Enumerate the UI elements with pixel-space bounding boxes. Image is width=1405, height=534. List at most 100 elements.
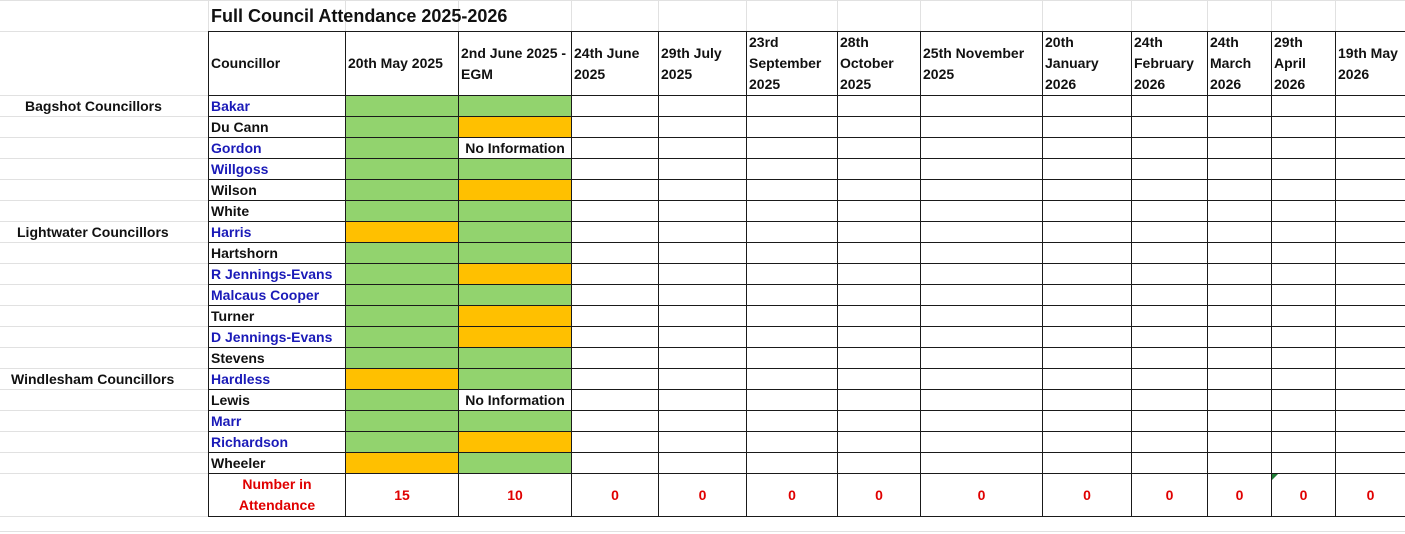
attendance-cell[interactable] xyxy=(1042,305,1132,327)
attendance-cell[interactable] xyxy=(458,200,572,222)
attendance-cell[interactable] xyxy=(1042,452,1132,474)
attendance-cell[interactable] xyxy=(1042,389,1132,411)
attendance-cell[interactable] xyxy=(837,95,921,117)
attendance-cell[interactable] xyxy=(571,137,659,159)
attendance-cell[interactable] xyxy=(920,431,1043,453)
attendance-cell[interactable] xyxy=(658,137,747,159)
attendance-cell[interactable] xyxy=(1271,452,1336,474)
attendance-cell[interactable] xyxy=(837,389,921,411)
attendance-cell[interactable] xyxy=(345,368,459,390)
attendance-cell[interactable] xyxy=(345,452,459,474)
attendance-cell[interactable] xyxy=(1131,305,1208,327)
attendance-cell[interactable] xyxy=(1042,221,1132,243)
attendance-total-7[interactable]: 0 xyxy=(920,473,1043,517)
attendance-cell[interactable] xyxy=(571,284,659,306)
attendance-cell[interactable] xyxy=(571,431,659,453)
attendance-cell[interactable] xyxy=(1271,158,1336,180)
attendance-cell[interactable] xyxy=(837,305,921,327)
attendance-cell[interactable] xyxy=(920,452,1043,474)
header-date-5[interactable]: 23rd September 2025 xyxy=(746,31,838,96)
attendance-cell[interactable] xyxy=(658,158,747,180)
attendance-cell[interactable] xyxy=(1271,326,1336,348)
councillor-name-cell[interactable]: Wheeler xyxy=(208,452,346,474)
attendance-cell[interactable] xyxy=(345,326,459,348)
attendance-cell[interactable] xyxy=(658,431,747,453)
attendance-cell[interactable] xyxy=(1271,95,1336,117)
header-date-4[interactable]: 29th July 2025 xyxy=(658,31,747,96)
attendance-cell[interactable] xyxy=(571,116,659,138)
attendance-cell[interactable] xyxy=(1271,221,1336,243)
attendance-cell[interactable] xyxy=(1207,158,1272,180)
attendance-cell[interactable] xyxy=(458,305,572,327)
attendance-cell[interactable] xyxy=(1042,158,1132,180)
councillor-name-cell[interactable]: Lewis xyxy=(208,389,346,411)
attendance-cell[interactable] xyxy=(920,389,1043,411)
group-label-bagshot[interactable]: Bagshot Councillors xyxy=(25,98,162,114)
attendance-cell[interactable] xyxy=(1207,389,1272,411)
attendance-cell[interactable] xyxy=(920,305,1043,327)
attendance-cell[interactable] xyxy=(1271,305,1336,327)
group-label-lightwater[interactable]: Lightwater Councillors xyxy=(17,224,169,240)
attendance-cell[interactable] xyxy=(1042,347,1132,369)
attendance-cell[interactable] xyxy=(1271,116,1336,138)
attendance-cell[interactable] xyxy=(1335,158,1405,180)
attendance-cell[interactable] xyxy=(837,242,921,264)
attendance-cell[interactable] xyxy=(458,431,572,453)
attendance-cell[interactable] xyxy=(1042,284,1132,306)
attendance-cell[interactable] xyxy=(1131,284,1208,306)
header-councillor[interactable]: Councillor xyxy=(208,31,346,96)
councillor-name-cell[interactable]: Wilson xyxy=(208,179,346,201)
attendance-cell[interactable] xyxy=(571,347,659,369)
attendance-cell[interactable] xyxy=(920,200,1043,222)
attendance-cell[interactable] xyxy=(1335,200,1405,222)
attendance-cell[interactable] xyxy=(746,263,838,285)
attendance-cell[interactable] xyxy=(1207,263,1272,285)
councillor-name-cell[interactable]: Hardless xyxy=(208,368,346,390)
attendance-cell[interactable] xyxy=(920,158,1043,180)
attendance-cell[interactable] xyxy=(1131,116,1208,138)
attendance-cell[interactable] xyxy=(920,95,1043,117)
attendance-cell[interactable] xyxy=(1335,326,1405,348)
attendance-cell[interactable] xyxy=(837,221,921,243)
attendance-cell[interactable] xyxy=(1335,347,1405,369)
attendance-cell[interactable] xyxy=(658,221,747,243)
attendance-cell[interactable] xyxy=(458,263,572,285)
comment-indicator-icon[interactable] xyxy=(1272,474,1278,480)
attendance-cell[interactable] xyxy=(345,410,459,432)
header-date-10[interactable]: 24th March 2026 xyxy=(1207,31,1272,96)
attendance-cell[interactable] xyxy=(658,305,747,327)
attendance-cell[interactable] xyxy=(658,263,747,285)
attendance-cell[interactable] xyxy=(1131,137,1208,159)
attendance-cell[interactable] xyxy=(345,158,459,180)
attendance-cell[interactable] xyxy=(837,158,921,180)
attendance-cell[interactable] xyxy=(920,242,1043,264)
attendance-cell[interactable] xyxy=(1207,221,1272,243)
attendance-cell[interactable] xyxy=(920,179,1043,201)
attendance-cell[interactable] xyxy=(1207,284,1272,306)
attendance-cell[interactable] xyxy=(458,410,572,432)
attendance-cell[interactable] xyxy=(658,347,747,369)
attendance-total-1[interactable]: 15 xyxy=(345,473,459,517)
attendance-cell[interactable] xyxy=(571,368,659,390)
attendance-cell[interactable] xyxy=(1335,242,1405,264)
councillor-name-cell[interactable]: Malcaus Cooper xyxy=(208,284,346,306)
attendance-cell[interactable] xyxy=(746,242,838,264)
attendance-cell[interactable] xyxy=(1131,389,1208,411)
attendance-cell[interactable] xyxy=(1131,221,1208,243)
attendance-cell[interactable] xyxy=(571,95,659,117)
attendance-cell[interactable] xyxy=(571,221,659,243)
attendance-cell[interactable] xyxy=(1335,137,1405,159)
header-date-9[interactable]: 24th February 2026 xyxy=(1131,31,1208,96)
attendance-cell[interactable] xyxy=(746,326,838,348)
attendance-cell[interactable] xyxy=(571,158,659,180)
councillor-name-cell[interactable]: Bakar xyxy=(208,95,346,117)
attendance-cell[interactable] xyxy=(571,452,659,474)
attendance-cell[interactable] xyxy=(1335,179,1405,201)
attendance-cell[interactable] xyxy=(746,221,838,243)
attendance-total-10[interactable]: 0 xyxy=(1207,473,1272,517)
attendance-cell[interactable] xyxy=(1271,200,1336,222)
header-date-7[interactable]: 25th November 2025 xyxy=(920,31,1043,96)
attendance-cell[interactable] xyxy=(458,158,572,180)
attendance-cell[interactable] xyxy=(1207,368,1272,390)
attendance-cell[interactable] xyxy=(658,200,747,222)
